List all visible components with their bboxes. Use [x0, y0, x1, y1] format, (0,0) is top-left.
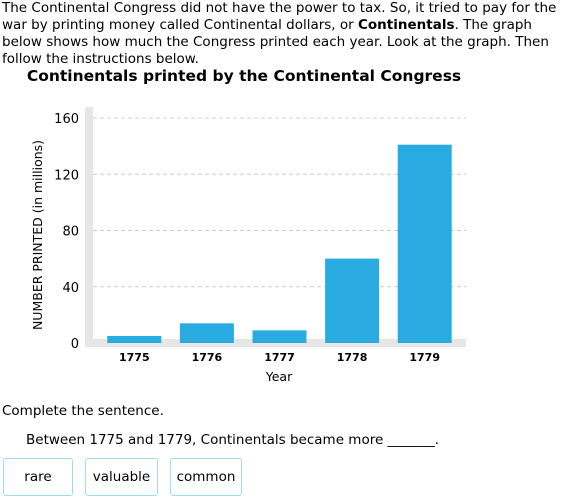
y-tick-label: 120	[54, 168, 79, 183]
answer-choices: rare valuable common	[3, 458, 242, 496]
intro-text: The Continental Congress did not have th…	[2, 0, 576, 68]
x-tick-label: 1776	[192, 351, 223, 364]
question-sentence: Between 1775 and 1779, Continentals beca…	[26, 432, 440, 448]
chart-title: Continentals printed by the Continental …	[26, 67, 462, 85]
bar-1777	[252, 330, 307, 343]
x-axis-label: Year	[265, 369, 293, 384]
choice-rare-button[interactable]: rare	[3, 458, 73, 496]
x-tick-label: 1775	[119, 351, 150, 364]
y-tick-label: 80	[62, 225, 79, 240]
y-axis-label: NUMBER PRINTED (in millions)	[30, 140, 45, 330]
y-tick-label: 40	[62, 281, 79, 296]
y-tick-label: 160	[54, 112, 79, 127]
intro-bold-term: Continentals	[358, 17, 455, 33]
y-tick-label: 0	[71, 337, 79, 352]
intro-part-1: The Continental Congress did not have th…	[2, 0, 557, 33]
x-tick-label: 1777	[264, 351, 295, 364]
y-axis-bar	[85, 107, 93, 347]
bar-chart: 0 40 80 120 160 1775 1776 1777 1778 1779 Year NU…	[30, 107, 466, 384]
bar-1778	[325, 258, 380, 343]
bar-1779	[397, 144, 452, 343]
intro-part-2: . The graph below shows how much the Con…	[2, 17, 549, 67]
choice-valuable-button[interactable]: valuable	[85, 458, 158, 496]
bar-1775	[107, 335, 162, 343]
x-tick-label: 1779	[409, 351, 440, 364]
x-tick-label: 1778	[337, 351, 368, 364]
bar-1776	[179, 323, 234, 343]
choice-common-button[interactable]: common	[170, 458, 242, 496]
question-prompt: Complete the sentence.	[2, 403, 164, 419]
